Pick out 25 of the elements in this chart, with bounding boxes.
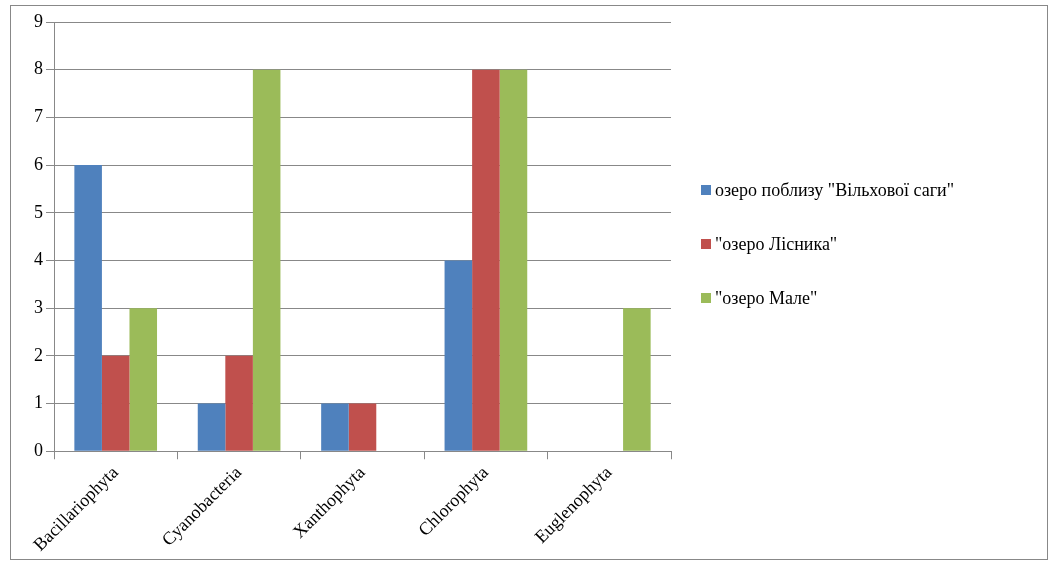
bar bbox=[321, 403, 349, 451]
y-tick-label: 3 bbox=[34, 296, 43, 317]
y-tick-label: 2 bbox=[34, 344, 43, 365]
bar bbox=[101, 355, 130, 451]
y-tick-label: 1 bbox=[34, 392, 43, 413]
bar bbox=[472, 69, 500, 451]
y-tick-label: 9 bbox=[34, 10, 43, 31]
bar bbox=[444, 260, 473, 451]
bar bbox=[499, 69, 528, 451]
y-tick-label: 5 bbox=[34, 201, 43, 222]
y-tick-label: 8 bbox=[34, 58, 43, 79]
bar bbox=[348, 403, 377, 451]
bar bbox=[74, 165, 102, 451]
bar bbox=[197, 403, 226, 451]
legend-label: "озеро Мале" bbox=[715, 287, 818, 310]
bar bbox=[225, 355, 253, 451]
bar bbox=[129, 308, 158, 451]
bar bbox=[623, 308, 651, 451]
y-tick-label: 0 bbox=[34, 440, 43, 460]
bar bbox=[252, 69, 281, 451]
y-tick-label: 7 bbox=[34, 106, 43, 127]
y-tick-label: 6 bbox=[34, 153, 43, 174]
legend-label: озеро поблизу "Вільхової саги" bbox=[715, 179, 955, 202]
legend-label: "озеро Лісника" bbox=[715, 233, 838, 256]
y-tick-label: 4 bbox=[34, 249, 43, 270]
